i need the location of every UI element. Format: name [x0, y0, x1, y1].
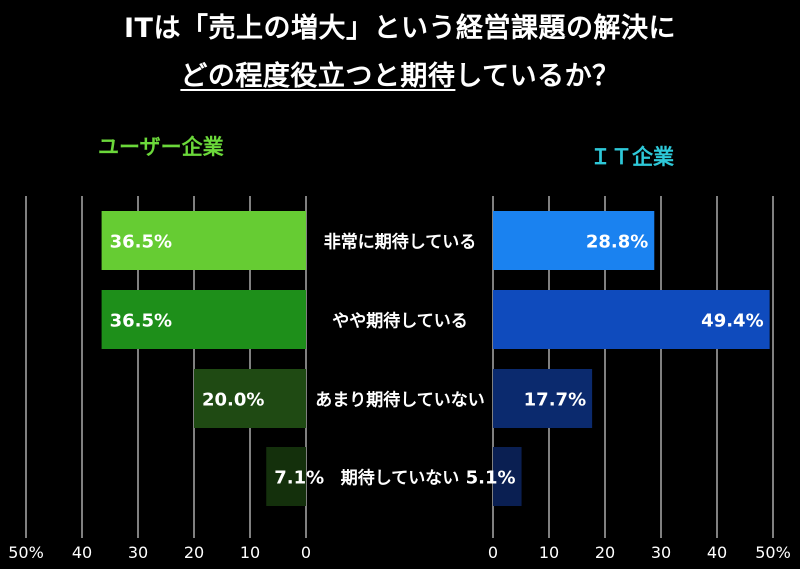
- left-tick-label: 40: [72, 543, 92, 562]
- category-label: 期待していない: [341, 468, 460, 489]
- user-bar: [101, 211, 306, 270]
- chart-title-line1-text: ITは「売上の増大」という経営課題の解決に: [124, 13, 676, 44]
- it-value-label: 17.7%: [524, 390, 586, 411]
- it-group-label: ＩＴ企業: [590, 145, 674, 169]
- it-value-label: 5.1%: [466, 468, 516, 489]
- it-bar: [493, 290, 770, 349]
- category-label: あまり期待していない: [315, 390, 485, 411]
- user-group-label: ユーザー企業: [98, 135, 224, 159]
- category-label: 非常に期待している: [324, 232, 477, 253]
- user-value-label: 7.1%: [274, 468, 324, 489]
- it-value-label: 28.8%: [586, 232, 648, 253]
- chart-title-line2: どの程度役立つと期待しているか？: [0, 60, 800, 94]
- left-tick-label: 20: [184, 543, 204, 562]
- user-value-label: 36.5%: [110, 311, 172, 332]
- right-tick-label: 10: [539, 543, 559, 562]
- user-bar: [266, 447, 306, 506]
- it-bar: [493, 369, 593, 428]
- it-bar: [493, 447, 522, 506]
- chart-title-underlined-text: どの程度役立つと期待: [180, 61, 456, 92]
- labels: 50% 40 30 20 10 0 0 10 20 30 40 50% 36.5% 28.8% 非常に期待し…: [8, 232, 791, 563]
- left-tick-label: 30: [128, 543, 148, 562]
- left-tick-label: 10: [240, 543, 260, 562]
- it-bar: [493, 211, 655, 270]
- chart-title-rest-text: しているか？: [455, 61, 620, 92]
- user-bar: [194, 369, 306, 428]
- category-label: やや期待している: [332, 311, 468, 332]
- left-tick-label: 0: [301, 543, 311, 562]
- right-tick-label: 40: [707, 543, 727, 562]
- right-tick-label: 30: [651, 543, 671, 562]
- user-value-label: 20.0%: [202, 390, 264, 411]
- user-value-label: 36.5%: [110, 232, 172, 253]
- chart-title-line1: ITは「売上の増大」という経営課題の解決に: [0, 12, 800, 46]
- right-tick-label: 20: [595, 543, 615, 562]
- it-value-label: 49.4%: [701, 311, 763, 332]
- right-tick-label: 50%: [755, 543, 791, 562]
- user-bar: [101, 290, 306, 349]
- bars: [101, 211, 770, 506]
- left-tick-label: 50%: [8, 543, 44, 562]
- right-tick-label: 0: [488, 543, 498, 562]
